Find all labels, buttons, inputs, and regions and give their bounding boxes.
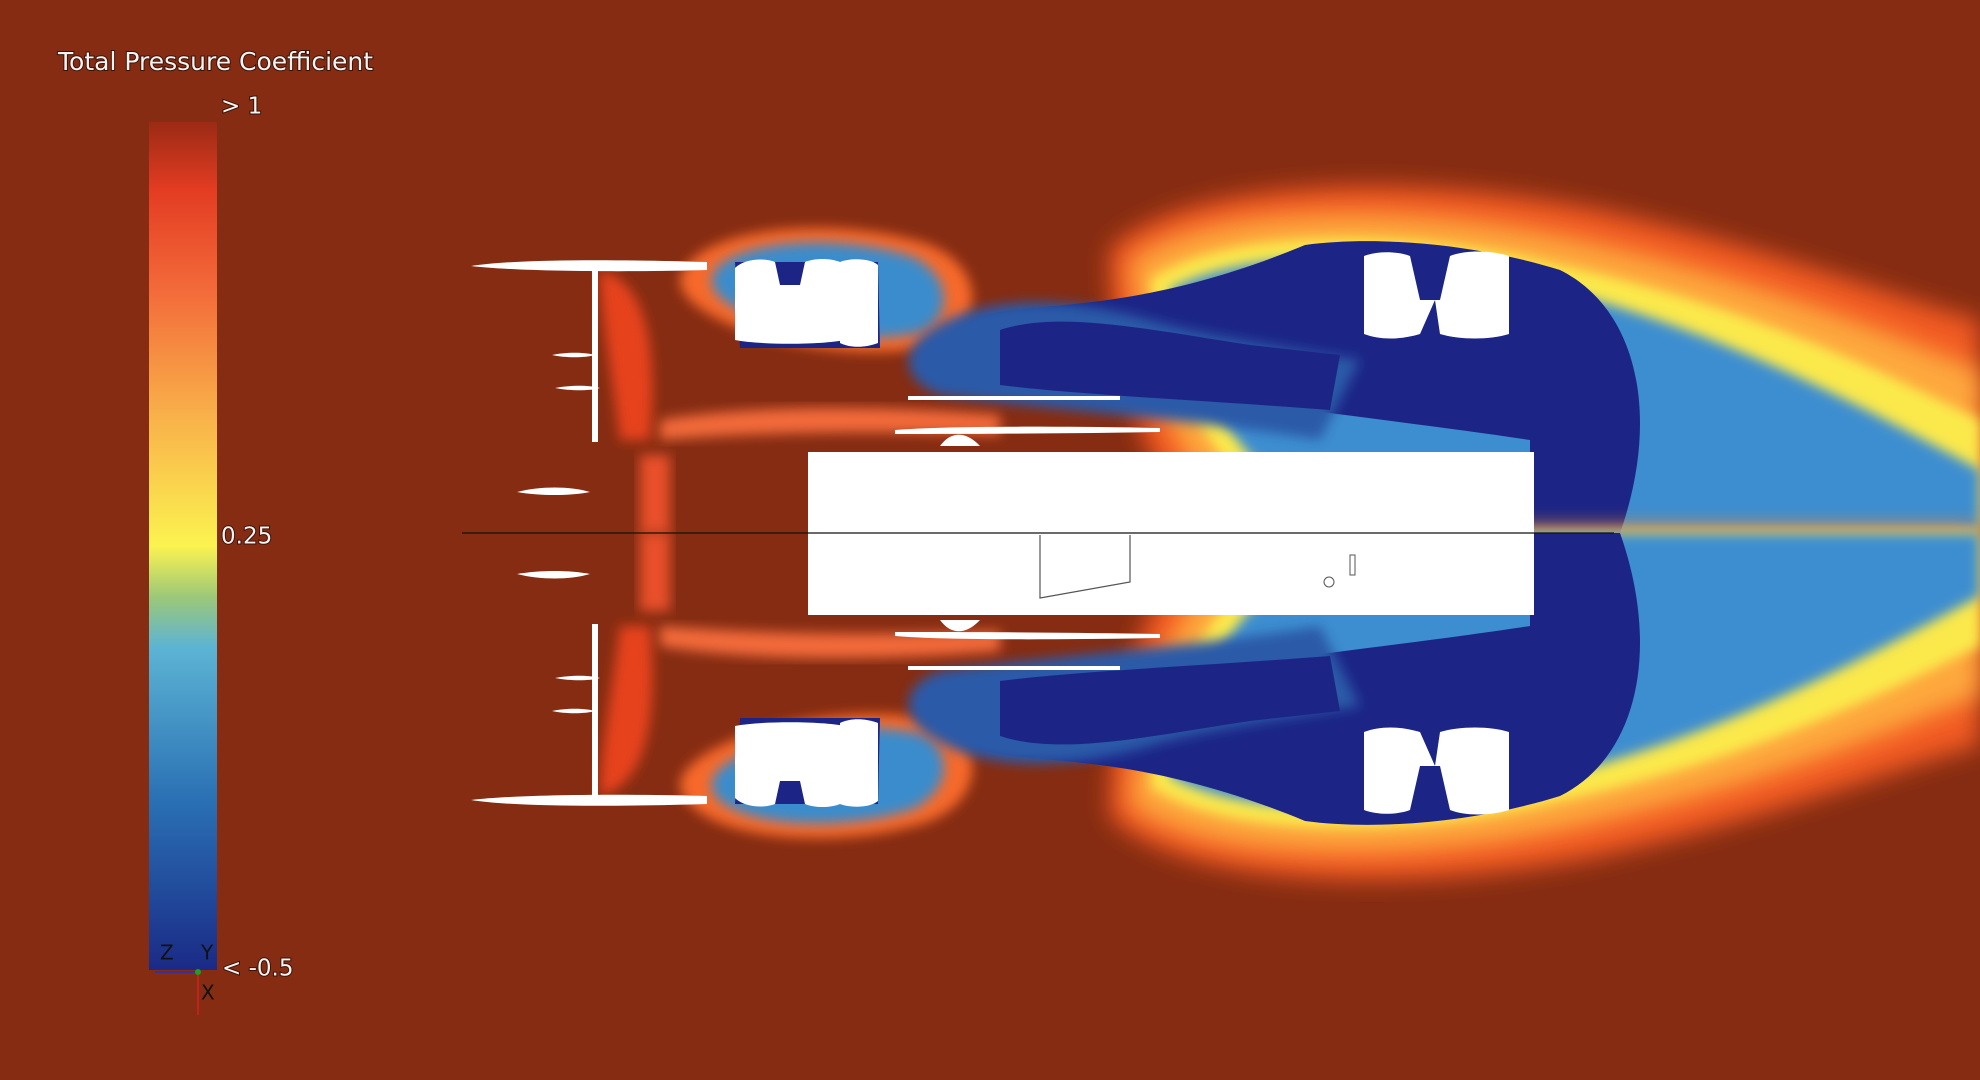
car-detail xyxy=(1323,576,1335,588)
axis-label: Z xyxy=(160,941,174,965)
colorbar-label: > 1 xyxy=(221,94,262,120)
axis-label: Y xyxy=(200,941,214,965)
legend-title: Total Pressure Coefficient xyxy=(57,47,373,76)
colorbar-label: < -0.5 xyxy=(222,956,293,982)
axis-label: X xyxy=(201,981,215,1005)
axis-origin xyxy=(195,969,201,975)
colorbar-label: 0.25 xyxy=(221,524,272,550)
car-detail xyxy=(1349,554,1356,576)
colorbar xyxy=(149,122,217,970)
car-detail xyxy=(1039,535,1131,599)
